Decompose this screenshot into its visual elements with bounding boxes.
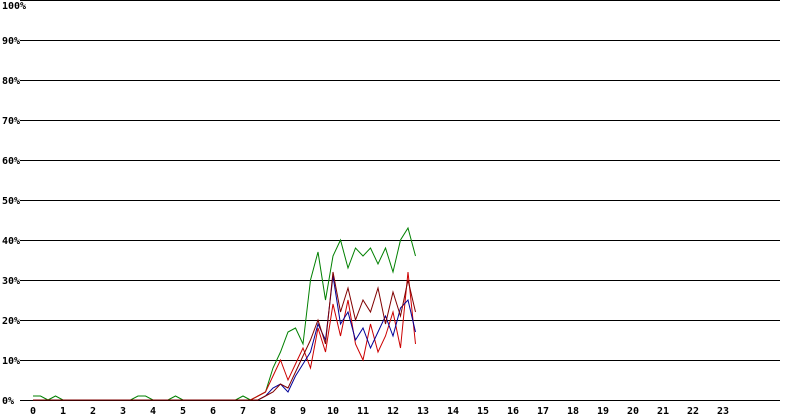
series-lines <box>33 226 416 401</box>
y-tick-label: 40% <box>2 236 20 247</box>
x-tick-label: 9 <box>300 406 306 417</box>
x-tick-label: 15 <box>477 406 489 417</box>
x-tick-label: 18 <box>567 406 579 417</box>
x-axis: 0 1 2 3 4 5 6 7 8 9 10 11 12 13 14 15 16 17 18 19 20 21 22 23 <box>30 406 729 417</box>
x-tick-label: 5 <box>180 406 186 417</box>
x-tick-label: 22 <box>687 406 699 417</box>
x-tick-label: 17 <box>537 406 549 417</box>
y-tick-label: 0% <box>2 396 14 407</box>
x-tick-label: 21 <box>657 406 669 417</box>
x-tick-label: 14 <box>447 406 459 417</box>
y-tick-label: 70% <box>2 116 20 127</box>
x-tick-label: 19 <box>597 406 609 417</box>
x-tick-label: 11 <box>357 406 369 417</box>
x-tick-label: 8 <box>270 406 276 417</box>
x-tick-label: 20 <box>627 406 639 417</box>
x-tick-label: 0 <box>30 406 36 417</box>
x-tick-label: 16 <box>507 406 519 417</box>
y-tick-label: 60% <box>2 156 20 167</box>
gridlines <box>20 0 780 401</box>
y-tick-label: 30% <box>2 276 20 287</box>
x-tick-label: 13 <box>417 406 429 417</box>
x-tick-label: 4 <box>150 406 156 417</box>
y-tick-label: 20% <box>2 316 20 327</box>
x-tick-label: 12 <box>387 406 399 417</box>
y-tick-label: 90% <box>2 36 20 47</box>
x-tick-label: 6 <box>210 406 216 417</box>
x-tick-label: 2 <box>90 406 96 417</box>
x-tick-label: 3 <box>120 406 126 417</box>
x-tick-label: 23 <box>717 406 729 417</box>
x-tick-label: 10 <box>327 406 339 417</box>
series-line-3 <box>33 275 416 401</box>
y-tick-label: 100% <box>2 1 26 12</box>
y-tick-label: 80% <box>2 76 20 87</box>
y-axis: 0% 10% 20% 30% 40% 50% 60% 70% 80% 90% 100% <box>2 1 26 407</box>
y-tick-label: 50% <box>2 196 20 207</box>
x-tick-label: 7 <box>240 406 246 417</box>
y-tick-label: 10% <box>2 356 20 367</box>
x-tick-label: 1 <box>60 406 66 417</box>
series-line-4 <box>33 271 416 401</box>
